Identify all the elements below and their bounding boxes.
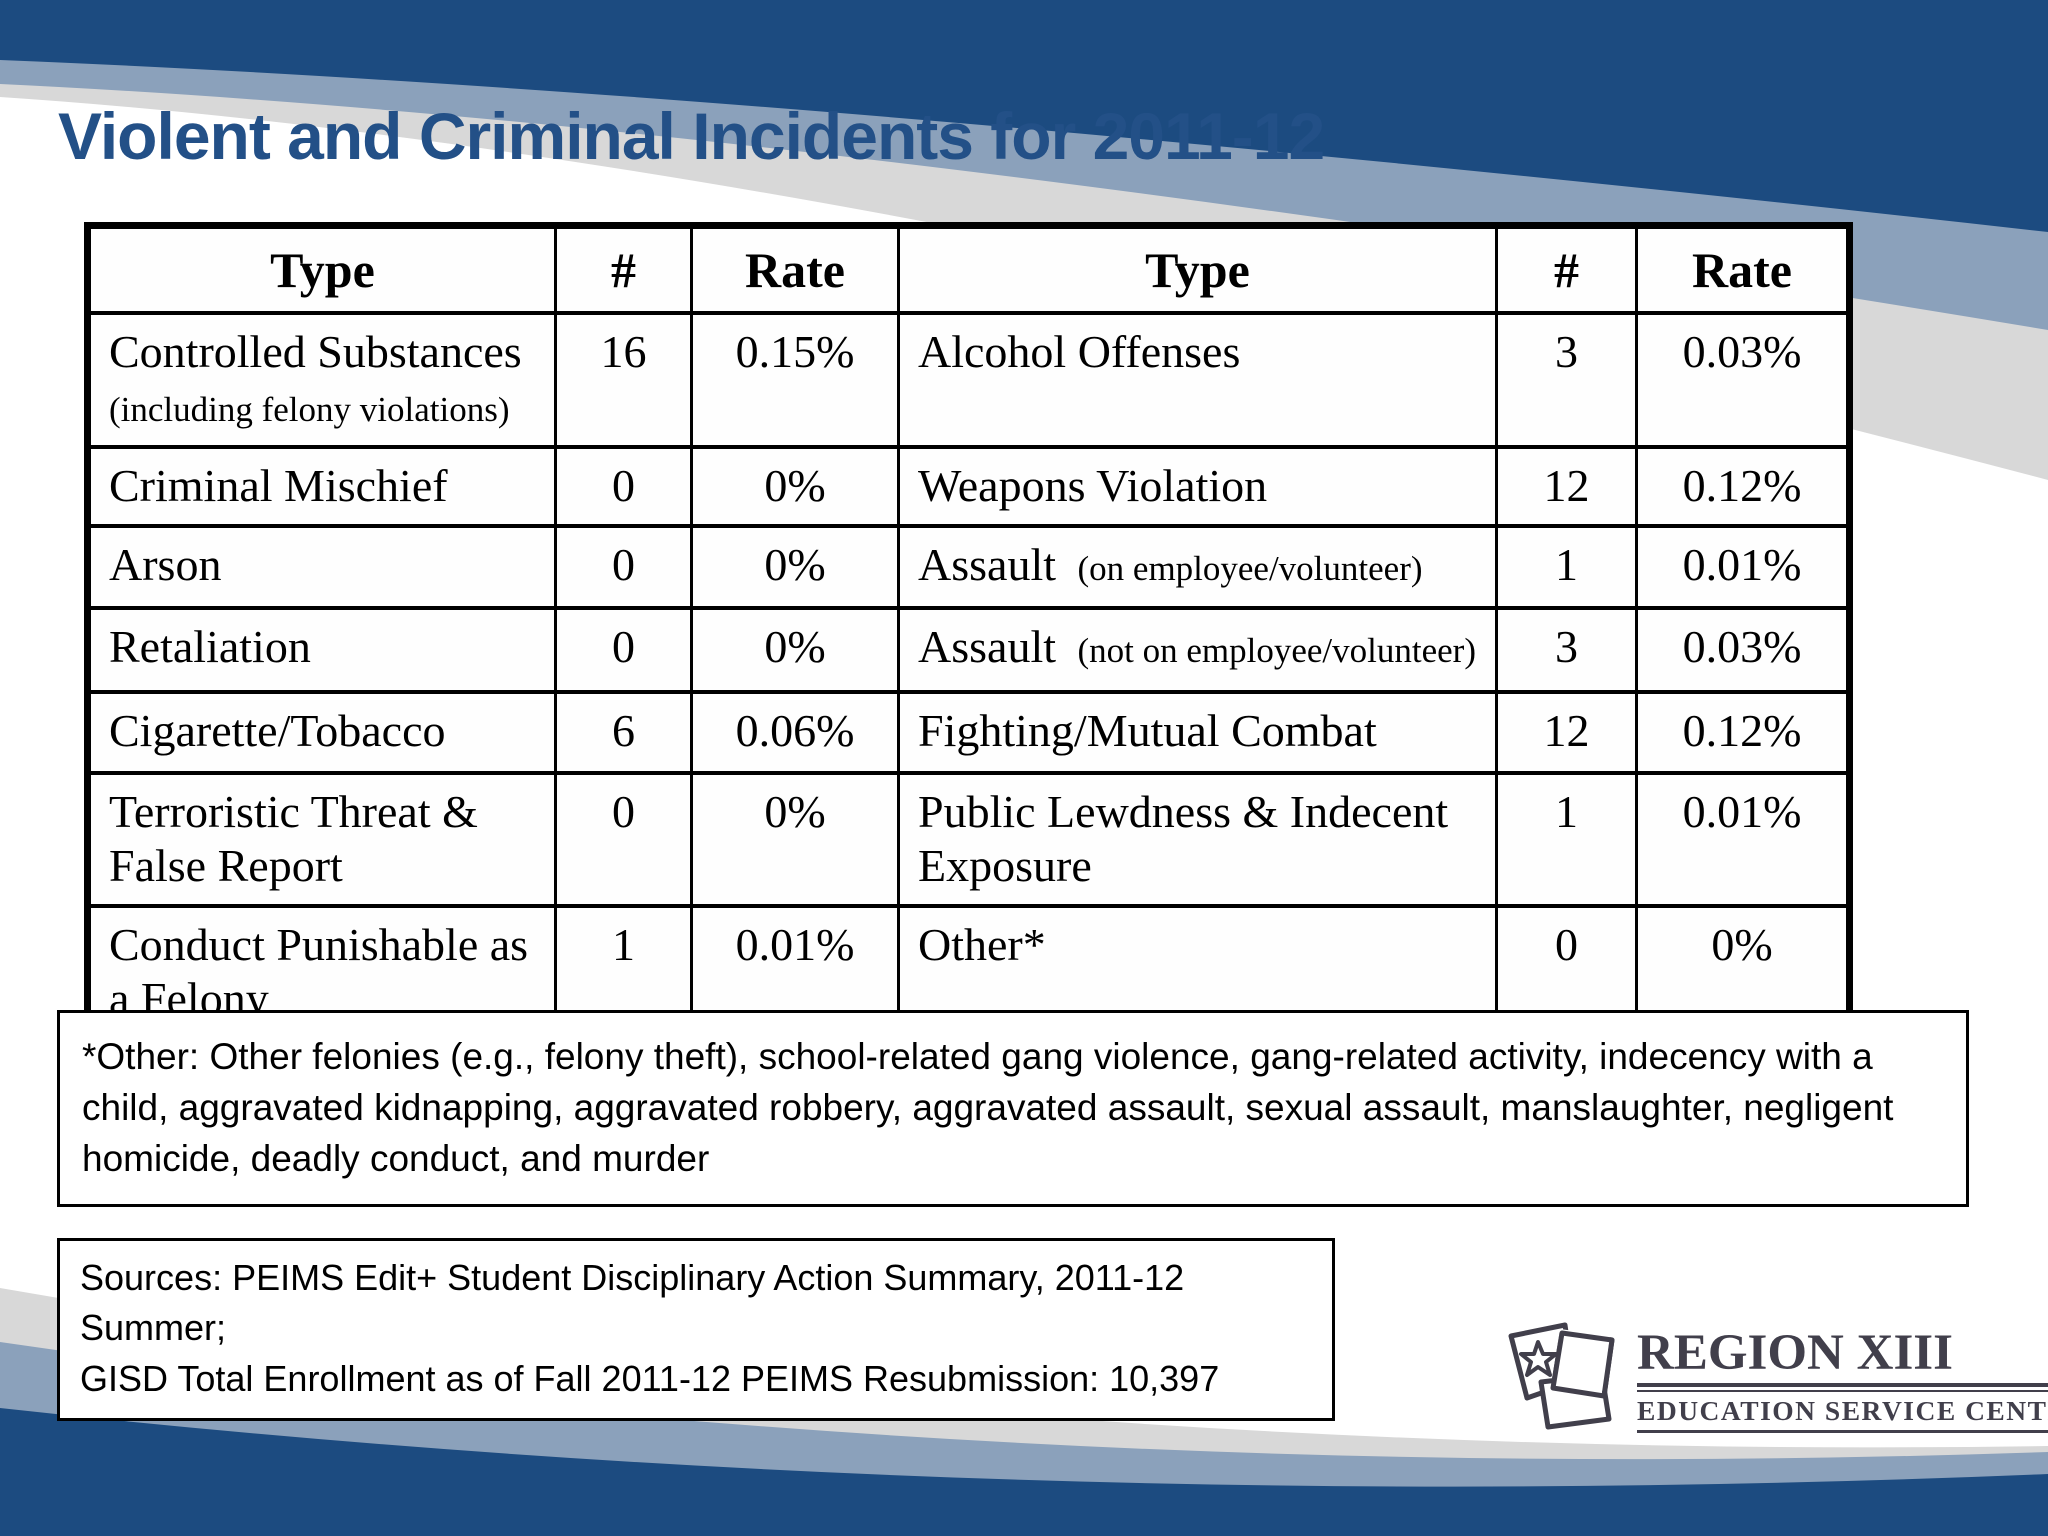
- incident-count-cell: 3: [1495, 606, 1638, 694]
- table-header-row: Type # Rate Type # Rate: [86, 223, 1851, 315]
- incident-type-cell: Cigarette/Tobacco: [86, 690, 557, 775]
- incident-rate-cell: 0%: [690, 445, 900, 528]
- incidents-table: Type # Rate Type # Rate Controlled Subst…: [84, 222, 1853, 1044]
- table-row: Arson 0 0% Assault (on employee/voluntee…: [86, 524, 1851, 610]
- incident-count-cell: 1: [1495, 771, 1638, 908]
- incident-rate-cell: 0.03%: [1635, 606, 1851, 694]
- incident-type-cell: Alcohol Offenses: [897, 311, 1498, 449]
- incident-rate-cell: 0%: [690, 524, 900, 610]
- column-header-rate-left: Rate: [690, 223, 900, 315]
- incident-type-cell: Retaliation: [86, 606, 557, 694]
- column-header-rate-right: Rate: [1635, 223, 1851, 315]
- table-row: Criminal Mischief 0 0% Weapons Violation…: [86, 445, 1851, 528]
- column-header-type-right: Type: [897, 223, 1498, 315]
- sources-line-1: Sources: PEIMS Edit+ Student Disciplinar…: [80, 1257, 1185, 1349]
- logo-name: REGION XIII: [1637, 1328, 2048, 1387]
- incident-count-cell: 12: [1495, 445, 1638, 528]
- page-title: Violent and Criminal Incidents for 2011-…: [58, 99, 1325, 173]
- table-row: Retaliation 0 0% Assault (not on employe…: [86, 606, 1851, 694]
- other-footnote-box: *Other: Other felonies (e.g., felony the…: [57, 1010, 1969, 1208]
- incident-count-cell: 3: [1495, 311, 1638, 449]
- incident-rate-cell: 0%: [690, 606, 900, 694]
- incident-type-note: (including felony violations): [109, 390, 510, 430]
- column-header-num-left: #: [554, 223, 693, 315]
- region-13-logo-pages-icon: [1508, 1322, 1615, 1430]
- incident-rate-cell: 0.01%: [1635, 524, 1851, 610]
- incident-type-cell: Assault (on employee/volunteer): [897, 524, 1498, 610]
- column-header-num-right: #: [1495, 223, 1638, 315]
- incident-type-cell: Fighting/Mutual Combat: [897, 690, 1498, 775]
- incident-type-cell: Arson: [86, 524, 557, 610]
- incident-count-cell: 16: [554, 311, 693, 449]
- incident-type-cell: Terroristic Threat & False Report: [86, 771, 557, 908]
- incident-rate-cell: 0.01%: [1635, 771, 1851, 908]
- incident-rate-cell: 0.15%: [690, 311, 900, 449]
- incident-count-cell: 6: [554, 690, 693, 775]
- incident-type-note: (on employee/volunteer): [1077, 549, 1423, 588]
- incident-type-cell: Weapons Violation: [897, 445, 1498, 528]
- incident-type-cell: Criminal Mischief: [86, 445, 557, 528]
- column-header-type-left: Type: [86, 223, 557, 315]
- incident-rate-cell: 0.03%: [1635, 311, 1851, 449]
- incident-type-cell: Assault (not on employee/volunteer): [897, 606, 1498, 694]
- sources-box: Sources: PEIMS Edit+ Student Disciplinar…: [57, 1238, 1335, 1422]
- incident-type-cell: Public Lewdness & Indecent Exposure: [897, 771, 1498, 908]
- incident-count-cell: 0: [554, 524, 693, 610]
- incident-count-cell: 1: [1495, 524, 1638, 610]
- sources-line-2: GISD Total Enrollment as of Fall 2011-12…: [80, 1357, 1220, 1399]
- table-row: Terroristic Threat & False Report 0 0% P…: [86, 771, 1851, 908]
- region-13-logo: REGION XIII EDUCATION SERVICE CENTER: [1505, 1320, 2048, 1433]
- incident-rate-cell: 0.06%: [690, 690, 900, 775]
- incident-type-cell: Controlled Substances (including felony …: [86, 311, 557, 449]
- table-row: Controlled Substances (including felony …: [86, 311, 1851, 449]
- incident-count-cell: 12: [1495, 690, 1638, 775]
- incident-count-cell: 0: [554, 445, 693, 528]
- logo-subtitle: EDUCATION SERVICE CENTER: [1637, 1390, 2048, 1433]
- incident-rate-cell: 0.12%: [1635, 690, 1851, 775]
- incident-rate-cell: 0.12%: [1635, 445, 1851, 528]
- incident-count-cell: 0: [554, 771, 693, 908]
- incident-type-note: (not on employee/volunteer): [1077, 631, 1476, 670]
- incident-rate-cell: 0%: [690, 771, 900, 908]
- incident-count-cell: 0: [554, 606, 693, 694]
- table-row: Cigarette/Tobacco 6 0.06% Fighting/Mutua…: [86, 690, 1851, 775]
